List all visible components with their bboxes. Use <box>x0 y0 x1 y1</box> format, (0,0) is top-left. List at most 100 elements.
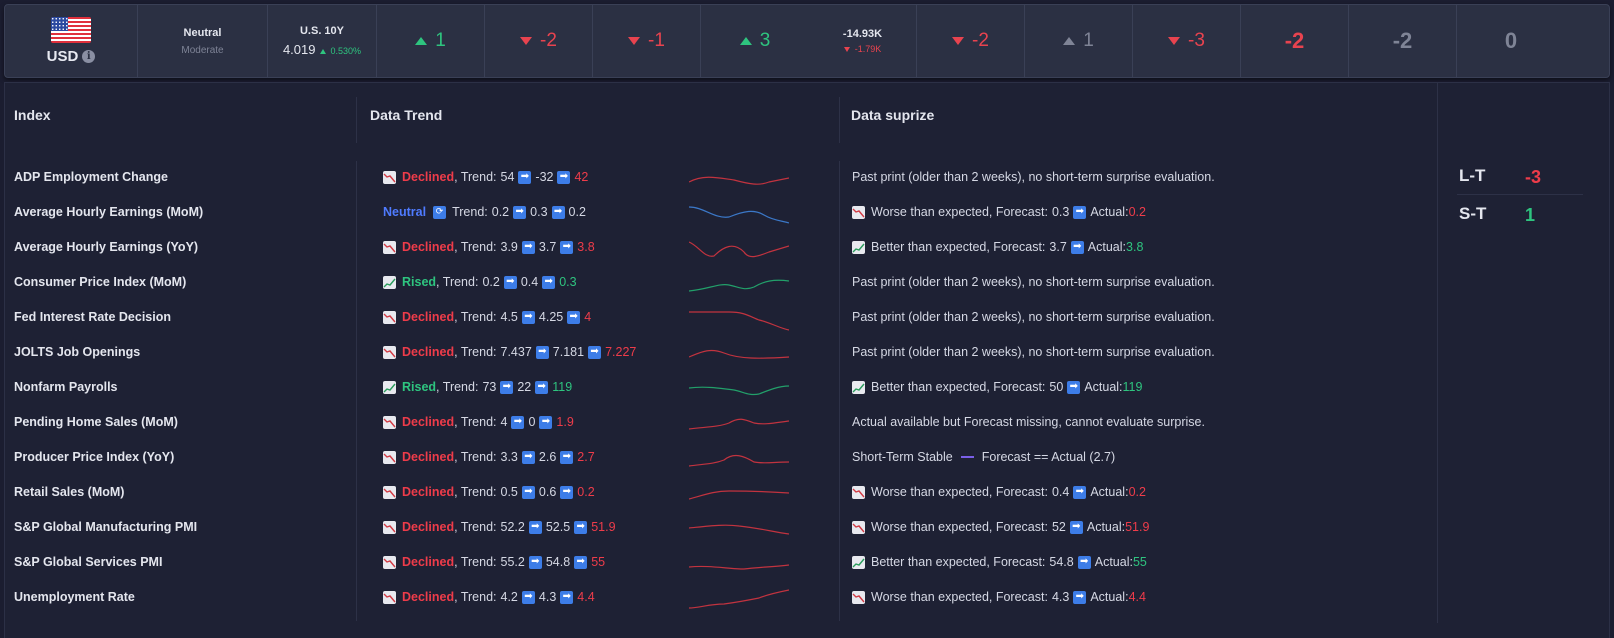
sentiment-sub: Moderate <box>181 44 224 56</box>
indicator-name: Average Hourly Earnings (YoY) <box>14 240 199 254</box>
score-cell[interactable]: -2 <box>1349 5 1457 77</box>
chart-decreasing-icon <box>383 590 396 604</box>
surprise-cell: Short-Term Stable Forecast == Actual (2.7… <box>852 450 1115 464</box>
st-value: 1 <box>1525 205 1536 225</box>
right-arrow-icon: ➡ <box>1077 555 1091 569</box>
chart-decreasing-icon <box>383 415 396 429</box>
trend-status: Declined <box>402 520 455 534</box>
chart-increasing-icon <box>852 380 865 394</box>
right-arrow-icon: ➡ <box>521 590 535 604</box>
score-value: 1 <box>1083 30 1094 51</box>
trend-status: Rised <box>402 380 437 394</box>
trend-sparkline <box>689 418 789 430</box>
forecast-value: 54.8 <box>1049 555 1074 569</box>
trend-status: Rised <box>402 275 437 289</box>
up-arrow-icon <box>319 49 326 54</box>
trend-value-2: 54.8 <box>545 555 571 569</box>
trend-sparkline <box>689 176 789 185</box>
score-cell[interactable]: 0 <box>1457 5 1565 77</box>
right-arrow-icon: ➡ <box>1073 590 1087 604</box>
indicator-row[interactable]: ADP Employment Change Declined, Trend: 54… <box>5 161 1437 196</box>
indicator-row[interactable]: Nonfarm Payrolls Rised, Trend: 73 ➡ 22 ➡ 119 B… <box>5 371 1437 406</box>
score-value: -2 <box>540 30 557 51</box>
chart-increasing-icon <box>852 240 865 254</box>
up-arrow-icon <box>1063 37 1076 45</box>
currency-code: USD <box>46 48 79 65</box>
right-arrow-icon: ➡ <box>539 415 553 429</box>
chart-decreasing-icon <box>383 450 396 464</box>
trend-sparkline <box>689 349 789 359</box>
sparkline-path <box>689 524 789 535</box>
surprise-cell: Worse than expected, Forecast: 52 ➡ Actual:… <box>852 520 1149 534</box>
indicator-row[interactable]: Consumer Price Index (MoM) Rised, Trend: … <box>5 266 1437 301</box>
chart-decreasing-icon <box>852 520 865 534</box>
actual-label: Actual: <box>1084 380 1123 394</box>
indicator-panel: Index Data Trend Data suprize ADP Employ… <box>4 82 1610 638</box>
trend-status: Declined <box>402 310 455 324</box>
trend-cell: Declined, Trend: 3.9 ➡ 3.7 ➡ 3.8 <box>383 240 595 254</box>
indicator-row[interactable]: S&P Global Manufacturing PMI Declined, Tr… <box>5 511 1437 546</box>
st-label: S-T <box>1459 204 1487 223</box>
trend-cell: Rised, Trend: 73 ➡ 22 ➡ 119 <box>383 380 572 394</box>
header-surprise: Data suprize <box>851 107 935 123</box>
sparkline-path <box>689 311 789 331</box>
score-cell[interactable]: 1 <box>377 5 485 77</box>
trend-value-3: 7.227 <box>605 345 637 359</box>
indicator-row[interactable]: Average Hourly Earnings (YoY) Declined, T… <box>5 231 1437 266</box>
trend-value-1: 3.9 <box>500 240 518 254</box>
right-arrow-icon: ➡ <box>511 415 525 429</box>
trend-value-1: 55.2 <box>500 555 525 569</box>
actual-value: 0.2 <box>1128 205 1146 219</box>
trend-value-2: 0.4 <box>520 275 539 289</box>
right-arrow-icon: ➡ <box>503 275 517 289</box>
score-value-group: -2 <box>952 30 989 52</box>
score-cell[interactable]: -3 <box>1133 5 1241 77</box>
indicator-row[interactable]: Average Hourly Earnings (MoM) Neutral ⟳ Tre… <box>5 196 1437 231</box>
right-arrow-icon: ➡ <box>557 170 571 184</box>
score-cell[interactable]: -2 <box>485 5 593 77</box>
score-cell[interactable]: -2 <box>917 5 1025 77</box>
sparkline-path <box>689 589 789 609</box>
score-value-group: 0 <box>1505 28 1517 54</box>
score-cell[interactable]: 1 <box>1025 5 1133 77</box>
score-cell[interactable]: -2 <box>1241 5 1349 77</box>
score-cell[interactable]: -1 <box>593 5 701 77</box>
long-term-score: L-T -3 <box>1457 161 1583 195</box>
trend-sparkline <box>689 311 789 331</box>
actual-value: 55 <box>1132 555 1147 569</box>
indicator-row[interactable]: S&P Global Services PMI Declined, Trend: … <box>5 546 1437 581</box>
indicator-row[interactable]: Unemployment Rate Declined, Trend: 4.2 ➡ 4.… <box>5 581 1437 616</box>
down-arrow-icon <box>952 37 965 45</box>
indicator-row[interactable]: Retail Sales (MoM) Declined, Trend: 0.5 ➡ 0… <box>5 476 1437 511</box>
down-arrow-icon <box>843 46 850 52</box>
indicator-row[interactable]: Pending Home Sales (MoM) Declined, Trend:… <box>5 406 1437 441</box>
chart-decreasing-icon <box>383 170 396 184</box>
trend-cell: Declined, Trend: 4.5 ➡ 4.25 ➡ 4 <box>383 310 591 324</box>
trend-sparkline <box>689 385 789 396</box>
trend-status: Declined <box>402 450 455 464</box>
sparkline-path <box>689 349 789 359</box>
actual-value: 0.2 <box>1128 485 1146 499</box>
cycle-icon: ⟳ <box>433 205 447 219</box>
indicator-row[interactable]: Fed Interest Rate Decision Declined, Tren… <box>5 301 1437 336</box>
surprise-label: Worse than expected, Forecast: <box>871 590 1048 604</box>
trend-value-1: 54 <box>500 170 515 184</box>
info-icon[interactable]: i <box>82 50 96 63</box>
trend-label: , Trend: <box>454 450 497 464</box>
trend-status: Declined <box>402 240 455 254</box>
up-arrow-icon <box>739 37 752 45</box>
trend-cell: Declined, Trend: 55.2 ➡ 54.8 ➡ 55 <box>383 555 605 569</box>
trend-label: , Trend: <box>436 275 479 289</box>
currency-cell[interactable]: USD i <box>5 5 138 77</box>
score-cell[interactable]: 3 <box>701 5 809 77</box>
trend-status: Declined <box>402 590 455 604</box>
trend-status: Declined <box>402 415 455 429</box>
trend-label: , Trend: <box>454 310 497 324</box>
right-arrow-icon: ➡ <box>1069 520 1083 534</box>
flow-top-value: -14.93K <box>842 28 883 40</box>
trend-value-2: 0.6 <box>538 485 557 499</box>
indicator-row[interactable]: Producer Price Index (YoY) Declined, Tren… <box>5 441 1437 476</box>
indicator-row[interactable]: JOLTS Job Openings Declined, Trend: 7.437… <box>5 336 1437 371</box>
chart-increasing-icon <box>383 380 396 394</box>
sentiment-cell: Neutral Moderate <box>138 5 268 77</box>
